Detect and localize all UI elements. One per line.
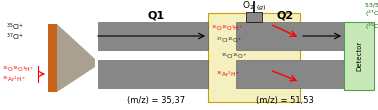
Bar bbox=[236, 22, 344, 50]
Bar bbox=[344, 22, 374, 90]
Text: O$_{2}$ $_{(g)}$: O$_{2}$ $_{(g)}$ bbox=[242, 0, 266, 13]
Bar bbox=[246, 12, 262, 22]
Bar bbox=[48, 24, 57, 92]
Text: $^{36}$Ar$^{1}$H$^{+}$: $^{36}$Ar$^{1}$H$^{+}$ bbox=[2, 74, 26, 84]
Text: $^{37}$Cl$^{+}$: $^{37}$Cl$^{+}$ bbox=[6, 31, 24, 43]
Text: $^{36}$Ar$^{1}$H$^{+}$: $^{36}$Ar$^{1}$H$^{+}$ bbox=[216, 69, 240, 79]
Bar bbox=[208, 13, 300, 102]
Text: $^{35}$Cl$^{+}$: $^{35}$Cl$^{+}$ bbox=[6, 21, 24, 33]
Bar bbox=[236, 60, 344, 88]
Text: Q1: Q1 bbox=[147, 10, 164, 20]
Polygon shape bbox=[57, 24, 95, 92]
Bar bbox=[98, 60, 208, 88]
Text: Detector: Detector bbox=[356, 41, 362, 71]
Text: $^{37}$Cl$^{16}$O$^{+}$: $^{37}$Cl$^{16}$O$^{+}$ bbox=[216, 35, 242, 45]
Text: 53/51 =
($^{37}$Cl$^{16}$O$^{+}$)/
($^{35}$Cl$^{16}$O$^{+}$): 53/51 = ($^{37}$Cl$^{16}$O$^{+}$)/ ($^{3… bbox=[365, 2, 378, 32]
Text: $^{16}$O$^{18}$O$^{1}$H$^{+}$: $^{16}$O$^{18}$O$^{1}$H$^{+}$ bbox=[211, 23, 243, 33]
Text: (m/z) = 51,53: (m/z) = 51,53 bbox=[256, 96, 314, 105]
Text: $^{35}$Cl$^{16}$O$^{+}$: $^{35}$Cl$^{16}$O$^{+}$ bbox=[221, 51, 247, 61]
Text: $^{16}$O$^{18}$O$^{1}$H$^{+}$: $^{16}$O$^{18}$O$^{1}$H$^{+}$ bbox=[2, 64, 34, 74]
Bar bbox=[98, 22, 208, 50]
Text: (m/z) = 35,37: (m/z) = 35,37 bbox=[127, 96, 185, 105]
Text: Q2: Q2 bbox=[276, 10, 294, 20]
